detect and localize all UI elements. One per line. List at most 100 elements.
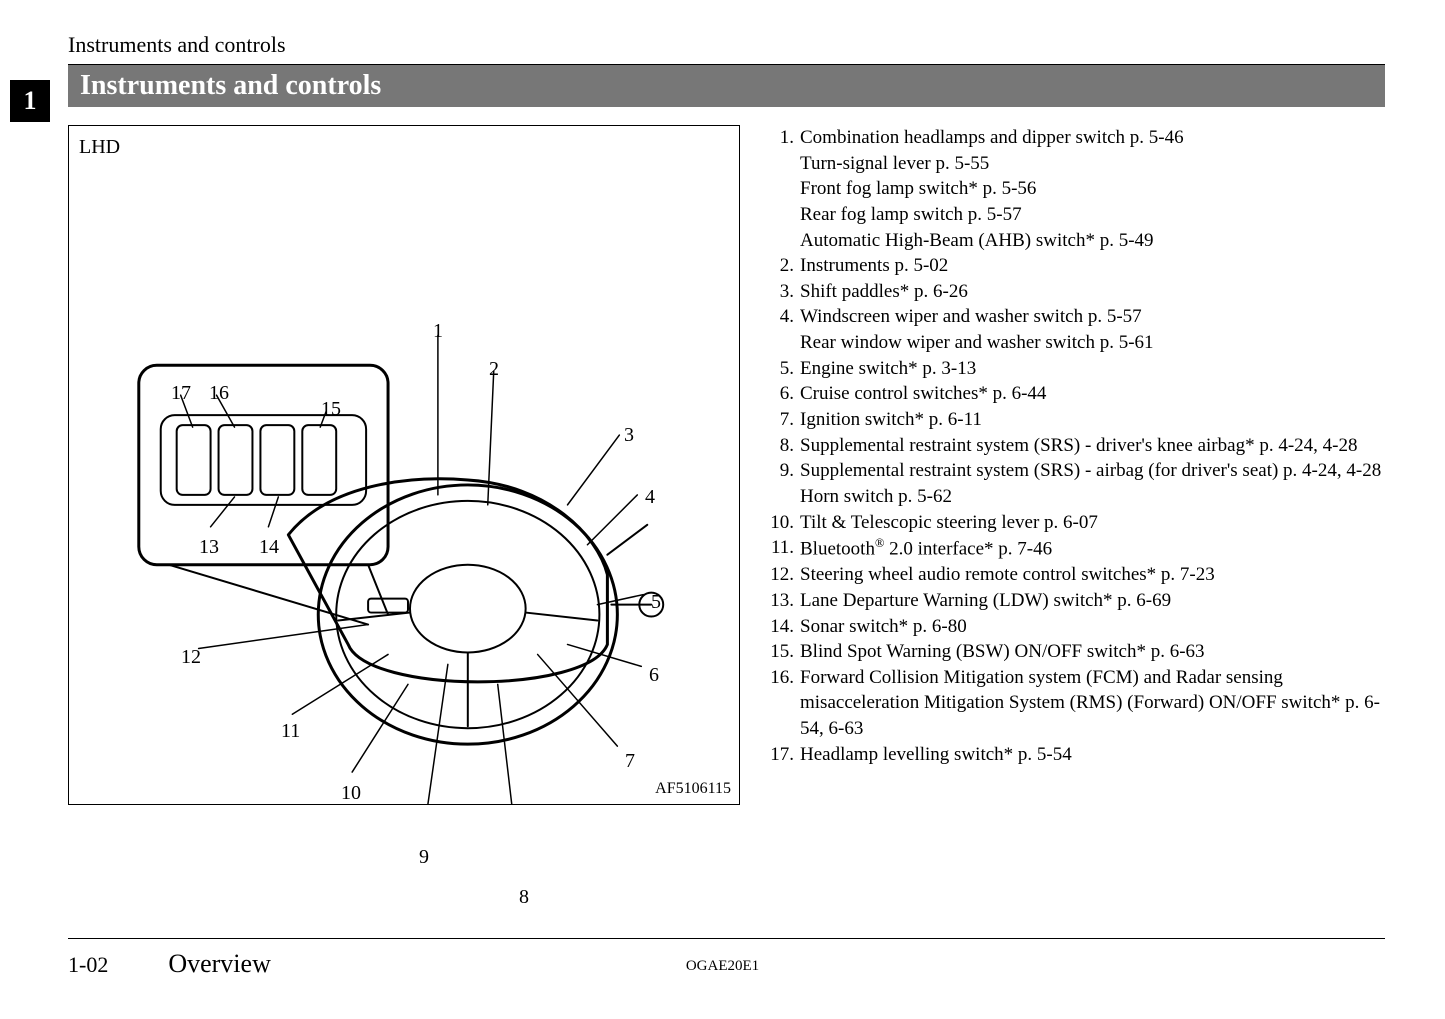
list-item: 11.Bluetooth® 2.0 interface* p. 7-46 <box>764 535 1385 562</box>
list-item-line: Engine switch* p. 3-13 <box>800 356 1385 382</box>
manual-page: Instruments and controls 1 Instruments a… <box>0 0 1445 1019</box>
callout-number: 13 <box>199 536 219 559</box>
callout-number: 16 <box>209 382 229 405</box>
list-item-body: Headlamp levelling switch* p. 5-54 <box>800 742 1385 768</box>
list-item-number: 10. <box>764 510 794 536</box>
callout-number: 5 <box>651 591 661 614</box>
callout-number: 11 <box>281 720 300 743</box>
callout-number: 6 <box>649 664 659 687</box>
section-title: Instruments and controls <box>80 70 381 102</box>
list-item: 16.Forward Collision Mitigation system (… <box>764 665 1385 742</box>
list-item-line: Front fog lamp switch* p. 5-56 <box>800 176 1385 202</box>
list-item-line: Blind Spot Warning (BSW) ON/OFF switch* … <box>800 639 1385 665</box>
list-item-line: Rear fog lamp switch p. 5-57 <box>800 202 1385 228</box>
running-head: Instruments and controls <box>68 32 1385 58</box>
list-item: 15.Blind Spot Warning (BSW) ON/OFF switc… <box>764 639 1385 665</box>
list-item-number: 11. <box>764 535 794 562</box>
list-item-line: Tilt & Telescopic steering lever p. 6-07 <box>800 510 1385 536</box>
figure-box: LHD AF5106115 1234567891011121314151617 <box>68 125 740 805</box>
callout-number: 4 <box>645 486 655 509</box>
list-item-number: 12. <box>764 562 794 588</box>
list-item-line: Steering wheel audio remote control swit… <box>800 562 1385 588</box>
list-item-body: Windscreen wiper and washer switch p. 5-… <box>800 304 1385 355</box>
list-item: 8.Supplemental restraint system (SRS) - … <box>764 433 1385 459</box>
list-item-body: Supplemental restraint system (SRS) - ai… <box>800 458 1385 509</box>
list-item: 3.Shift paddles* p. 6-26 <box>764 279 1385 305</box>
list-item-number: 3. <box>764 279 794 305</box>
list-item-line: Automatic High-Beam (AHB) switch* p. 5-4… <box>800 228 1385 254</box>
footer-section-name: Overview <box>168 949 271 979</box>
list-item-line: Lane Departure Warning (LDW) switch* p. … <box>800 588 1385 614</box>
chapter-tab: 1 <box>10 80 50 122</box>
list-item-body: Sonar switch* p. 6-80 <box>800 614 1385 640</box>
list-item: 14.Sonar switch* p. 6-80 <box>764 614 1385 640</box>
diagram-svg <box>69 126 739 804</box>
callout-number: 2 <box>489 358 499 381</box>
list-item-line: Sonar switch* p. 6-80 <box>800 614 1385 640</box>
list-item-number: 7. <box>764 407 794 433</box>
list-item-line: Supplemental restraint system (SRS) - ai… <box>800 458 1385 484</box>
list-item-number: 5. <box>764 356 794 382</box>
list-item: 12.Steering wheel audio remote control s… <box>764 562 1385 588</box>
list-item-number: 6. <box>764 381 794 407</box>
list-item-number: 1. <box>764 125 794 253</box>
list-item-body: Tilt & Telescopic steering lever p. 6-07 <box>800 510 1385 536</box>
list-item-number: 9. <box>764 458 794 509</box>
list-item-body: Combination headlamps and dipper switch … <box>800 125 1385 253</box>
list-item: 7.Ignition switch* p. 6-11 <box>764 407 1385 433</box>
footer-rule <box>68 938 1385 939</box>
list-item-line: Instruments p. 5-02 <box>800 253 1385 279</box>
list-item: 13.Lane Departure Warning (LDW) switch* … <box>764 588 1385 614</box>
list-item-line: Horn switch p. 5-62 <box>800 484 1385 510</box>
list-item-line: Turn-signal lever p. 5-55 <box>800 151 1385 177</box>
callout-number: 3 <box>624 424 634 447</box>
list-item-body: Instruments p. 5-02 <box>800 253 1385 279</box>
list-item-line: Rear window wiper and washer switch p. 5… <box>800 330 1385 356</box>
list-item: 6.Cruise control switches* p. 6-44 <box>764 381 1385 407</box>
list-item-line: Headlamp levelling switch* p. 5-54 <box>800 742 1385 768</box>
list-item-body: Lane Departure Warning (LDW) switch* p. … <box>800 588 1385 614</box>
list-item-number: 15. <box>764 639 794 665</box>
callout-list: 1.Combination headlamps and dipper switc… <box>764 125 1385 805</box>
list-item-line: Forward Collision Mitigation system (FCM… <box>800 665 1385 742</box>
callout-number: 12 <box>181 646 201 669</box>
callout-number: 7 <box>625 750 635 773</box>
list-item-number: 17. <box>764 742 794 768</box>
callout-number: 17 <box>171 382 191 405</box>
list-item: 10.Tilt & Telescopic steering lever p. 6… <box>764 510 1385 536</box>
list-item: 5.Engine switch* p. 3-13 <box>764 356 1385 382</box>
list-item-body: Bluetooth® 2.0 interface* p. 7-46 <box>800 535 1385 562</box>
list-item-line: Combination headlamps and dipper switch … <box>800 125 1385 151</box>
callout-number: 8 <box>519 886 529 909</box>
callout-number: 10 <box>341 782 361 805</box>
page-number: 1-02 <box>68 952 108 978</box>
list-item-line: Supplemental restraint system (SRS) - dr… <box>800 433 1385 459</box>
list-item-number: 4. <box>764 304 794 355</box>
list-item-number: 13. <box>764 588 794 614</box>
list-item-body: Blind Spot Warning (BSW) ON/OFF switch* … <box>800 639 1385 665</box>
list-item: 2.Instruments p. 5-02 <box>764 253 1385 279</box>
list-item-body: Cruise control switches* p. 6-44 <box>800 381 1385 407</box>
callout-number: 9 <box>419 846 429 869</box>
list-item-line: Bluetooth® 2.0 interface* p. 7-46 <box>800 535 1385 562</box>
list-item-line: Ignition switch* p. 6-11 <box>800 407 1385 433</box>
list-item-body: Engine switch* p. 3-13 <box>800 356 1385 382</box>
list-item-line: Shift paddles* p. 6-26 <box>800 279 1385 305</box>
list-item-body: Forward Collision Mitigation system (FCM… <box>800 665 1385 742</box>
section-title-bar: Instruments and controls <box>68 65 1385 107</box>
list-item-number: 8. <box>764 433 794 459</box>
figure-code: AF5106115 <box>655 780 731 798</box>
list-item: 4.Windscreen wiper and washer switch p. … <box>764 304 1385 355</box>
list-item: 1.Combination headlamps and dipper switc… <box>764 125 1385 253</box>
callout-number: 1 <box>433 320 443 343</box>
list-item-number: 16. <box>764 665 794 742</box>
list-item: 9.Supplemental restraint system (SRS) - … <box>764 458 1385 509</box>
list-item-number: 14. <box>764 614 794 640</box>
list-item-line: Cruise control switches* p. 6-44 <box>800 381 1385 407</box>
list-item-line: Windscreen wiper and washer switch p. 5-… <box>800 304 1385 330</box>
list-item-body: Ignition switch* p. 6-11 <box>800 407 1385 433</box>
list-item-body: Steering wheel audio remote control swit… <box>800 562 1385 588</box>
callout-number: 15 <box>321 398 341 421</box>
callout-number: 14 <box>259 536 279 559</box>
list-item-body: Supplemental restraint system (SRS) - dr… <box>800 433 1385 459</box>
